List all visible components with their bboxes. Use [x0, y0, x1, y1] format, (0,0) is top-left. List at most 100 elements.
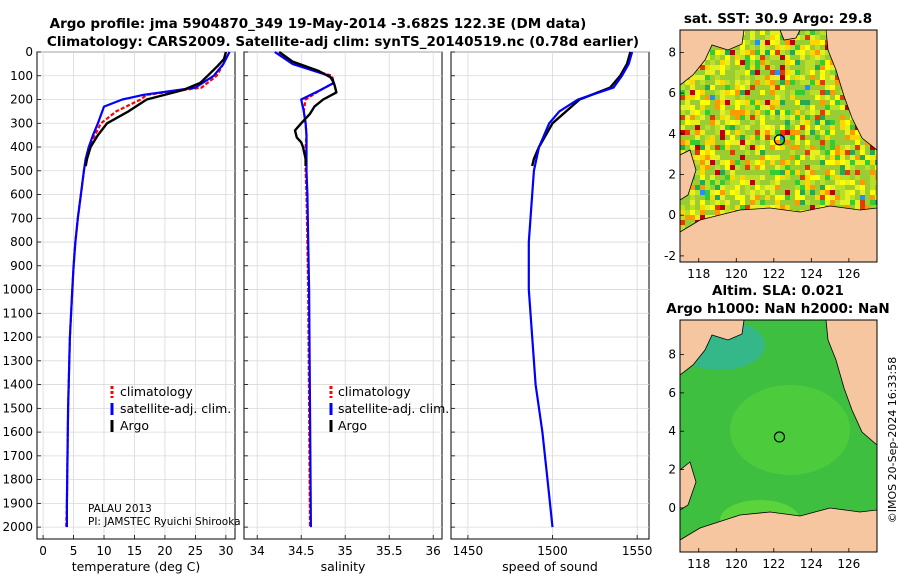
- sst-cell: [760, 145, 765, 150]
- sst-cell: [745, 160, 750, 165]
- sst-cell: [685, 100, 690, 105]
- sst-cell: [760, 125, 765, 130]
- x-tick-label: 1500: [537, 544, 568, 558]
- sst-cell: [850, 190, 855, 195]
- sst-cell: [715, 70, 720, 75]
- sst-cell: [820, 95, 825, 100]
- sst-cell: [850, 195, 855, 200]
- sst-cell: [685, 120, 690, 125]
- sst-cell: [855, 170, 860, 175]
- sst-cell: [755, 130, 760, 135]
- sst-cell: [730, 150, 735, 155]
- sst-cell: [840, 110, 845, 115]
- map-lat-tick-label: 8: [668, 348, 676, 362]
- sst-cell: [795, 180, 800, 185]
- sst-cell: [695, 145, 700, 150]
- sst-cell: [765, 120, 770, 125]
- sst-cell: [710, 55, 715, 60]
- sst-cell: [685, 135, 690, 140]
- sst-cell: [695, 210, 700, 215]
- sst-cell: [750, 35, 755, 40]
- sst-cell: [690, 80, 695, 85]
- sst-cell: [680, 215, 685, 220]
- sst-cell: [860, 180, 865, 185]
- sst-cell: [805, 55, 810, 60]
- sst-cell: [860, 195, 865, 200]
- sst-cell: [760, 200, 765, 205]
- sst-cell: [780, 140, 785, 145]
- sst-cell: [795, 95, 800, 100]
- sst-cell: [755, 100, 760, 105]
- sst-cell: [840, 125, 845, 130]
- sst-cell: [785, 200, 790, 205]
- map-lon-tick-label: 120: [725, 267, 748, 281]
- sst-cell: [725, 120, 730, 125]
- sst-cell: [745, 115, 750, 120]
- sst-cell: [870, 195, 875, 200]
- sst-cell: [730, 135, 735, 140]
- sst-cell: [710, 195, 715, 200]
- sst-cell: [750, 180, 755, 185]
- sst-cell: [865, 170, 870, 175]
- depth-tick-label: 1100: [2, 306, 33, 320]
- depth-tick-label: 1200: [2, 330, 33, 344]
- temperature-series-line: [65, 51, 231, 528]
- sst-cell: [765, 85, 770, 90]
- sst-cell: [710, 115, 715, 120]
- sst-cell: [745, 190, 750, 195]
- sst-cell: [825, 195, 830, 200]
- sst-cell: [820, 35, 825, 40]
- sst-cell: [820, 115, 825, 120]
- depth-tick-label: 500: [10, 164, 33, 178]
- sst-cell: [735, 70, 740, 75]
- land-west-coast: [680, 149, 697, 201]
- sst-cell: [820, 65, 825, 70]
- sst-cell: [785, 190, 790, 195]
- sst-cell: [790, 60, 795, 65]
- sst-cell: [680, 95, 685, 100]
- sst-cell: [705, 130, 710, 135]
- sst-cell: [695, 125, 700, 130]
- sst-cell: [730, 90, 735, 95]
- sst-cell: [735, 115, 740, 120]
- sst-cell: [680, 115, 685, 120]
- sst-cell: [735, 60, 740, 65]
- sst-cell: [820, 145, 825, 150]
- sst-cell: [750, 165, 755, 170]
- sst-cell: [820, 185, 825, 190]
- sst-cell: [770, 105, 775, 110]
- sst-cell: [820, 125, 825, 130]
- sst-cell: [750, 195, 755, 200]
- sla-mid-anomaly: [730, 385, 850, 475]
- sst-cell: [810, 95, 815, 100]
- sst-cell: [730, 65, 735, 70]
- sst-cell: [775, 160, 780, 165]
- sst-cell: [780, 120, 785, 125]
- sst-cell: [795, 145, 800, 150]
- sst-cell: [845, 155, 850, 160]
- sst-cell: [845, 195, 850, 200]
- sst-cell: [795, 165, 800, 170]
- sst-cell: [840, 135, 845, 140]
- sst-cell: [690, 110, 695, 115]
- sst-cell: [770, 140, 775, 145]
- sst-cell: [790, 130, 795, 135]
- sst-cell: [830, 180, 835, 185]
- sst-cell: [870, 155, 875, 160]
- sst-cell: [780, 205, 785, 210]
- sla-map-frame: [679, 319, 878, 553]
- sst-cell: [710, 100, 715, 105]
- sst-cell: [820, 40, 825, 45]
- sst-cell: [745, 65, 750, 70]
- sst-cell: [830, 60, 835, 65]
- x-tick-label: 34.5: [288, 544, 315, 558]
- sst-cell: [865, 150, 870, 155]
- sst-cell: [810, 80, 815, 85]
- land-mindanao: [825, 320, 877, 446]
- sst-cell: [705, 120, 710, 125]
- sst-cell: [725, 50, 730, 55]
- sst-cell: [690, 125, 695, 130]
- sst-cell: [715, 90, 720, 95]
- sst-cell: [700, 155, 705, 160]
- sst-cell: [780, 170, 785, 175]
